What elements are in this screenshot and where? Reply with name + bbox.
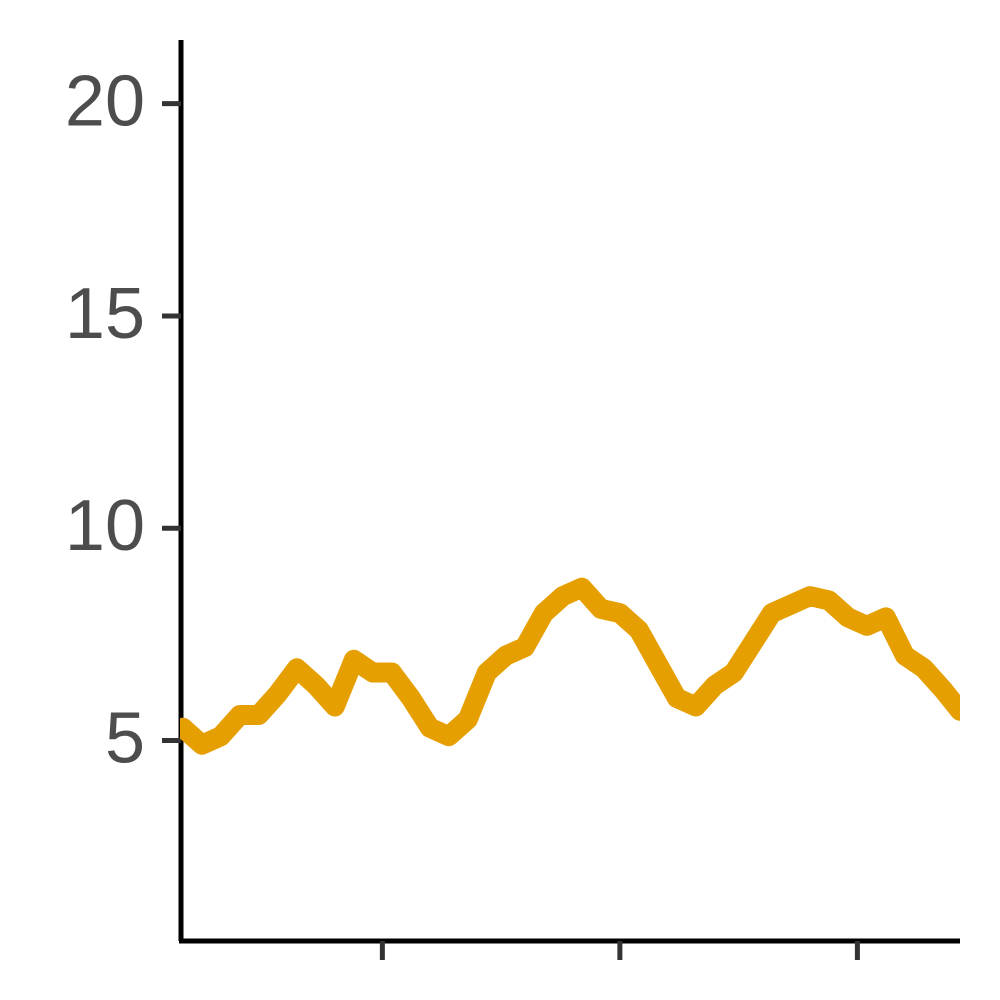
y-tick-label: 10 (65, 486, 145, 566)
y-tick-label: 15 (65, 274, 145, 354)
y-tick-label: 5 (105, 698, 145, 778)
line-series (180, 577, 960, 755)
y-tick-label: 20 (65, 62, 145, 142)
